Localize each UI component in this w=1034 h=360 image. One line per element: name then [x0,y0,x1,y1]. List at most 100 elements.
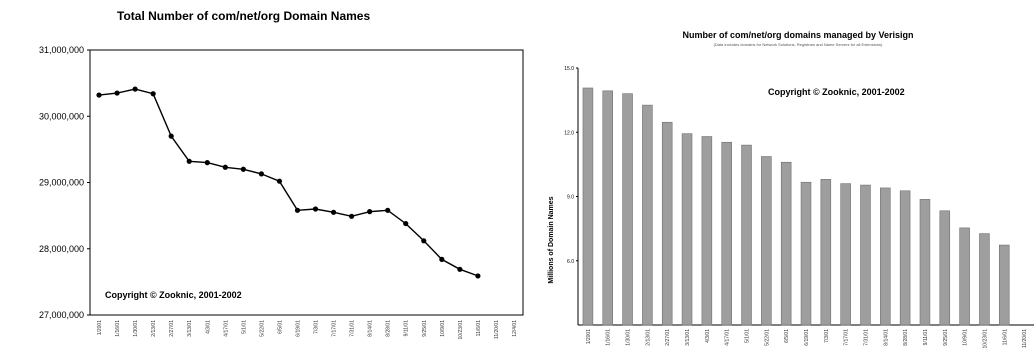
x-tick-label: 1/16/01 [115,320,121,337]
x-tick-label: 2/27/01 [665,329,671,346]
y-tick-label: 27,000,000 [39,310,84,320]
x-tick-label: 4/17/01 [223,320,229,337]
x-tick-label: 6/19/01 [295,320,301,337]
x-tick-label: 9/11/01 [923,329,929,346]
bar [999,244,1010,326]
x-tick-label: 6/5/01 [277,320,283,334]
data-point [349,213,355,219]
x-tick-label: 12/4/01 [512,320,518,337]
data-point [96,92,102,98]
bar [780,161,792,326]
x-axis-ticks: 1/2001 1/16/01 1/30/01 2/13/01 2/27/01 3/13/0… [586,329,1028,349]
verisign-bar-chart: Number of com/net/org domains managed by… [540,0,1034,355]
data-point [439,256,445,262]
bar [880,187,891,326]
x-tick-label: 6/5/01 [784,329,790,343]
data-point [367,209,373,215]
x-tick-label: 4/3/01 [705,329,711,343]
bar [840,183,851,326]
x-tick-label: 9/25/01 [943,329,949,346]
x-tick-label: 10/9/01 [440,320,446,337]
x-tick-label: 11/6/01 [1002,329,1008,346]
bar [800,181,812,326]
data-point [294,207,301,213]
data-point [421,238,427,244]
x-tick-label: 3/13/01 [685,329,691,346]
data-point [258,171,264,177]
data-point [186,158,192,164]
copyright-annotation: Copyright © Zooknic, 2001-2002 [768,87,905,97]
x-axis-ticks: 1/2001 1/16/01 1/30/01 2/13/01 2/27/01 3/13/0… [97,320,518,340]
x-tick-label: 10/23/01 [458,320,464,340]
data-point [222,164,228,170]
y-tick-label: 15.0 [564,66,574,72]
x-tick-label: 1/2001 [97,320,103,336]
bar [582,87,594,326]
bar-chart-canvas: Number of com/net/org domains managed by… [548,30,1034,349]
y-tick-label: 30,000,000 [39,111,84,121]
y-tick-label: 9.0 [567,195,574,201]
bar [820,179,832,326]
data-point [114,90,120,96]
line-chart-canvas: Total Number of com/net/org Domain Names… [39,9,524,340]
x-tick-label: 2/13/01 [645,329,651,346]
x-tick-label: 7/31/01 [350,320,356,337]
bar [899,190,911,326]
data-point [168,133,174,139]
x-tick-label: 10/23/01 [982,329,988,349]
bar [959,227,970,326]
data-point [330,209,337,215]
bar [761,156,772,326]
data-point [240,166,246,172]
x-tick-label: 1/16/01 [606,329,612,346]
bar [979,233,990,326]
y-axis-ticks: 31,000,000 30,000,000 29,000,000 28,000,000… [39,45,90,320]
data-point [204,160,210,166]
x-tick-label: 1/30/01 [133,320,139,337]
chart-subtitle: (Data includes domains for Network Solut… [714,42,883,47]
y-tick-label: 28,000,000 [39,244,84,254]
y-tick-label: 29,000,000 [39,178,84,188]
y-tick-label: 12.0 [564,130,574,136]
domain-names-line-chart: Total Number of com/net/org Domain Names… [39,9,524,340]
x-tick-label: 10/9/01 [963,329,969,346]
bar [701,136,713,326]
x-tick-label: 11/20/01 [494,320,500,339]
data-point [403,220,409,227]
x-tick-label: 1/2001 [586,329,592,345]
bar [721,141,732,326]
bars [582,87,1010,326]
x-tick-label: 8/28/01 [386,320,392,337]
y-tick-label: 31,000,000 [39,45,84,55]
x-tick-label: 4/3/01 [205,320,211,334]
data-point [132,86,138,92]
bar [622,93,633,326]
x-tick-label: 1/30/01 [626,329,632,346]
x-tick-label: 7/3/01 [314,320,320,334]
bar [741,144,752,326]
series-points [96,86,481,279]
data-point [457,266,463,272]
x-tick-label: 7/17/01 [332,320,338,337]
x-tick-label: 9/11/01 [404,320,410,337]
x-tick-label: 11/20/01 [1022,329,1028,348]
copyright-annotation: Copyright © Zooknic, 2001-2002 [105,290,242,300]
x-tick-label: 11/6/01 [476,320,482,337]
x-tick-label: 3/13/01 [187,320,193,337]
bar [681,133,693,326]
x-tick-label: 5/1/01 [745,329,751,343]
data-point [276,178,283,184]
plot-area [89,49,524,316]
x-tick-label: 8/14/01 [883,329,889,346]
series-line [98,88,479,277]
bar [860,184,871,326]
x-tick-label: 6/19/01 [804,329,810,346]
data-point [475,273,481,279]
x-tick-label: 5/22/01 [764,329,770,346]
bar [939,210,951,326]
data-point [385,207,391,213]
bar [642,104,653,326]
y-tick-label: 6.0 [567,259,574,265]
bar [661,121,673,326]
x-tick-label: 7/17/01 [844,329,850,346]
